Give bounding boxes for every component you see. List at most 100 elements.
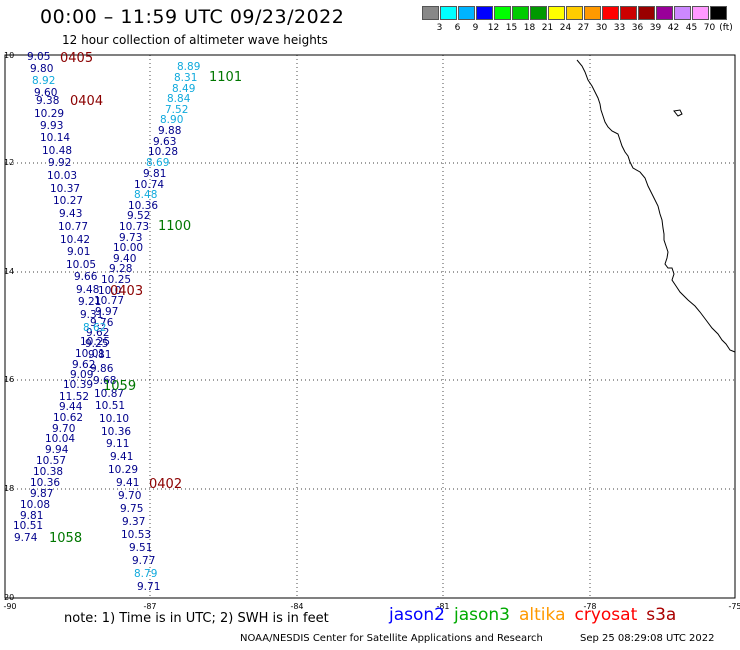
- pass-time-label: 1059: [103, 379, 136, 394]
- wave-height-value: 8.92: [32, 75, 55, 87]
- wave-height-value: 9.63: [153, 136, 176, 148]
- wave-height-value: 10.28: [148, 146, 178, 158]
- wave-height-value: 9.09: [70, 369, 93, 381]
- scale-label: 39: [649, 23, 662, 33]
- wave-height-value: 10.74: [134, 179, 164, 191]
- scale-label: 3: [436, 23, 443, 33]
- wave-height-value: 9.62: [72, 359, 95, 371]
- scale-label: 27: [577, 23, 590, 33]
- wave-height-value: 8.69: [146, 157, 169, 169]
- scale-swatch: [584, 6, 601, 20]
- lat-tick-label: 10: [4, 51, 14, 60]
- wave-height-value: 10.04: [45, 433, 75, 445]
- generated-timestamp: Sep 25 08:29:08 UTC 2022: [580, 633, 715, 644]
- wave-height-value: 9.70: [52, 423, 75, 435]
- legend-cryosat: cryosat: [574, 605, 638, 625]
- wave-height-value: 9.41: [110, 451, 133, 463]
- legend-jason2: jason2: [389, 605, 445, 625]
- lon-tick-label: -81: [436, 602, 449, 611]
- wave-height-value: 9.88: [158, 125, 181, 137]
- lon-tick-label: -78: [583, 602, 596, 611]
- wave-height-value: 9.60: [34, 87, 57, 99]
- wave-height-value: 9.80: [30, 63, 53, 75]
- wave-height-value: 10.36: [101, 426, 131, 438]
- scale-swatch: [692, 6, 709, 20]
- wave-height-value: 8.89: [177, 61, 200, 73]
- scale-swatch: [602, 6, 619, 20]
- wave-height-value: 10.39: [63, 379, 93, 391]
- scale-label: 24: [559, 23, 572, 33]
- pass-time-labels: 0405 0404 1101 1100 0403 1059 0402 1058: [49, 51, 242, 546]
- scale-swatch: [458, 6, 475, 20]
- wave-height-value: 10.42: [60, 234, 90, 246]
- wave-height-value: 10.77: [58, 221, 88, 233]
- lon-tick-label: -84: [290, 602, 303, 611]
- wave-height-value: 9.52: [127, 210, 150, 222]
- wave-height-value: 9.40: [113, 253, 136, 265]
- wave-height-value: 8.84: [167, 93, 191, 105]
- lat-tick-label: 14: [4, 267, 14, 276]
- page-title: 00:00 – 11:59 UTC 09/23/2022: [40, 6, 345, 28]
- page-subtitle: 12 hour collection of altimeter wave hei…: [62, 33, 328, 47]
- scale-label: 9: [472, 23, 479, 33]
- lat-tick-label: 20: [4, 593, 14, 602]
- wave-height-value: 9.25: [85, 338, 108, 350]
- wave-height-value: 10.05: [66, 259, 96, 271]
- wave-height-value: 9.21: [78, 296, 101, 308]
- wave-height-value: 9.43: [59, 208, 82, 220]
- scale-swatch: [620, 6, 637, 20]
- wave-height-value: 10.73: [119, 221, 149, 233]
- scale-swatch: [638, 6, 655, 20]
- lat-tick-label: 12: [4, 158, 14, 167]
- wave-height-value: 10.27: [53, 195, 83, 207]
- scale-swatch: [422, 6, 439, 20]
- wave-height-value: 10.51: [95, 400, 125, 412]
- wave-height-value: 9.68: [93, 375, 116, 387]
- scale-label: 18: [523, 23, 536, 33]
- wave-height-value: 10.29: [108, 464, 138, 476]
- scale-label: 70: [703, 23, 716, 33]
- wave-height-value: 10.29: [34, 108, 64, 120]
- wave-height-value: 9.62: [86, 327, 109, 339]
- wave-height-value: 9.37: [122, 516, 145, 528]
- wave-height-value: 9.48: [76, 284, 99, 296]
- scale-swatch: [566, 6, 583, 20]
- lon-tick-label: -90: [3, 602, 16, 611]
- wave-height-value: 7.52: [165, 104, 188, 116]
- wave-height-value: 9.11: [106, 438, 129, 450]
- wave-height-value: 8.49: [172, 83, 195, 95]
- wave-height-value: 10.62: [53, 412, 83, 424]
- wave-height-value: 9.94: [45, 444, 69, 456]
- footnote: note: 1) Time is in UTC; 2) SWH is in fe…: [64, 611, 329, 626]
- wave-height-value: 8.79: [134, 568, 157, 580]
- wave-height-value: 9.92: [48, 157, 71, 169]
- legend-altika: altika: [519, 605, 566, 625]
- scale-label: 21: [541, 23, 554, 33]
- wave-height-value: 10.0: [98, 285, 121, 297]
- wave-height-value: 9.93: [40, 120, 63, 132]
- scale-label: 15: [505, 23, 518, 33]
- lat-tick-label: 18: [4, 484, 14, 493]
- wave-height-value: 9.73: [119, 232, 142, 244]
- scale-swatch: [512, 6, 529, 20]
- map-frame: [4, 54, 736, 599]
- wave-height-value: 9.28: [109, 263, 132, 275]
- wave-height-value: 9.75: [120, 503, 143, 515]
- wave-height-value: 9.81: [20, 510, 43, 522]
- wave-height-value: 9.81: [88, 349, 111, 361]
- wave-height-value: 8.31: [174, 72, 197, 84]
- wave-height-value: 11.52: [59, 391, 89, 403]
- wave-height-value: 9.31: [80, 309, 103, 321]
- wave-height-value: 10.87: [94, 388, 124, 400]
- credit-line: NOAA/NESDIS Center for Satellite Applica…: [240, 633, 543, 644]
- wave-height-value: 10.51: [13, 520, 43, 532]
- scale-label: 36: [631, 23, 644, 33]
- wave-height-value: 10.25: [80, 336, 110, 348]
- wave-height-value: 10.36: [128, 200, 158, 212]
- pass-time-label: 1100: [158, 219, 191, 234]
- scale-swatch: [476, 6, 493, 20]
- wave-height-value: 9.05: [27, 51, 50, 63]
- wave-height-value: 10.03: [47, 170, 77, 182]
- wave-height-value: 9.71: [137, 581, 160, 593]
